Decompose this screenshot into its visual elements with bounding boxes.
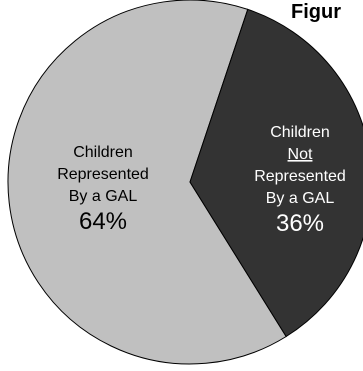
- slice-label-line: Children: [73, 144, 133, 161]
- chart-title: Figur: [291, 1, 341, 23]
- pie-slice-0: [7, 0, 287, 365]
- slice-label-group-0: Children Represented By a GAL 64%: [57, 144, 149, 235]
- slice-label-line: By a GAL: [69, 188, 138, 205]
- slice-label-line: By a GAL: [266, 190, 335, 207]
- slice-label-line: Children: [270, 124, 330, 141]
- slice-label-line: Represented: [57, 166, 149, 183]
- slice-value-label: 64%: [79, 208, 127, 235]
- pie-slice-1: [189, 8, 363, 338]
- slice-label-line: Represented: [254, 168, 346, 185]
- slice-label-line: Not: [288, 146, 313, 163]
- slice-value-label: 36%: [276, 210, 324, 237]
- slice-label-group-1: Children Not Represented By a GAL 36%: [254, 124, 346, 237]
